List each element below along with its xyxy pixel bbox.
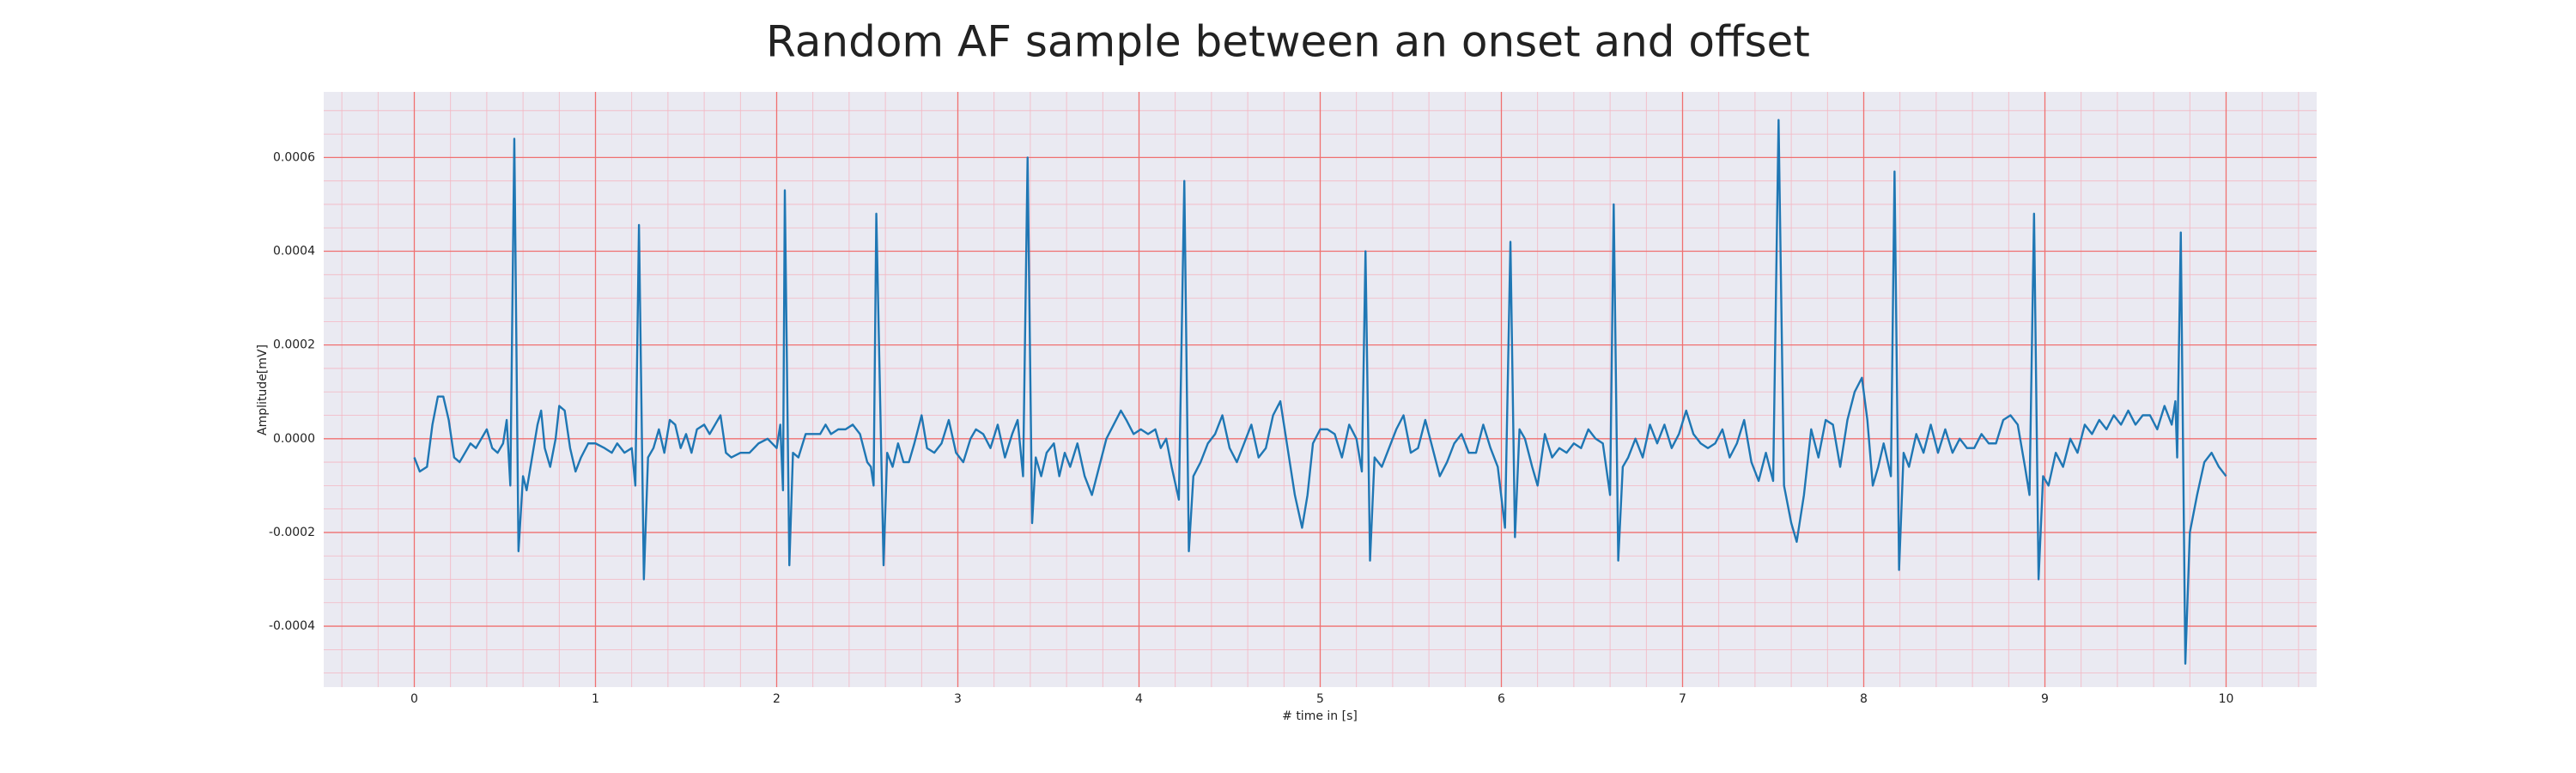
line-series <box>413 119 2227 665</box>
x-tick-label: 3 <box>954 692 962 706</box>
y-tick-label: 0.0002 <box>273 338 315 352</box>
x-tick-label: 2 <box>773 692 781 706</box>
x-axis-label: # time in [s] <box>1282 709 1358 723</box>
x-tick-label: 7 <box>1679 692 1686 706</box>
x-tick-label: 0 <box>410 692 418 706</box>
x-tick-label: 5 <box>1316 692 1324 706</box>
x-tick-label: 1 <box>592 692 599 706</box>
y-tick-label: 0.0000 <box>273 432 315 446</box>
x-tick-label: 8 <box>1860 692 1868 706</box>
y-tick-label: -0.0002 <box>269 526 315 539</box>
chart-title: Random AF sample between an onset and of… <box>766 17 1810 67</box>
x-tick-label: 9 <box>2041 692 2049 706</box>
y-tick-label: 0.0004 <box>273 245 315 259</box>
x-tick-label: 4 <box>1135 692 1143 706</box>
y-axis-label: Amplitude[mV] <box>256 344 270 435</box>
y-tick-label: 0.0006 <box>273 150 315 164</box>
x-tick-label: 6 <box>1498 692 1505 706</box>
x-tick-label: 10 <box>2219 692 2234 706</box>
y-tick-label: -0.0004 <box>269 619 315 633</box>
